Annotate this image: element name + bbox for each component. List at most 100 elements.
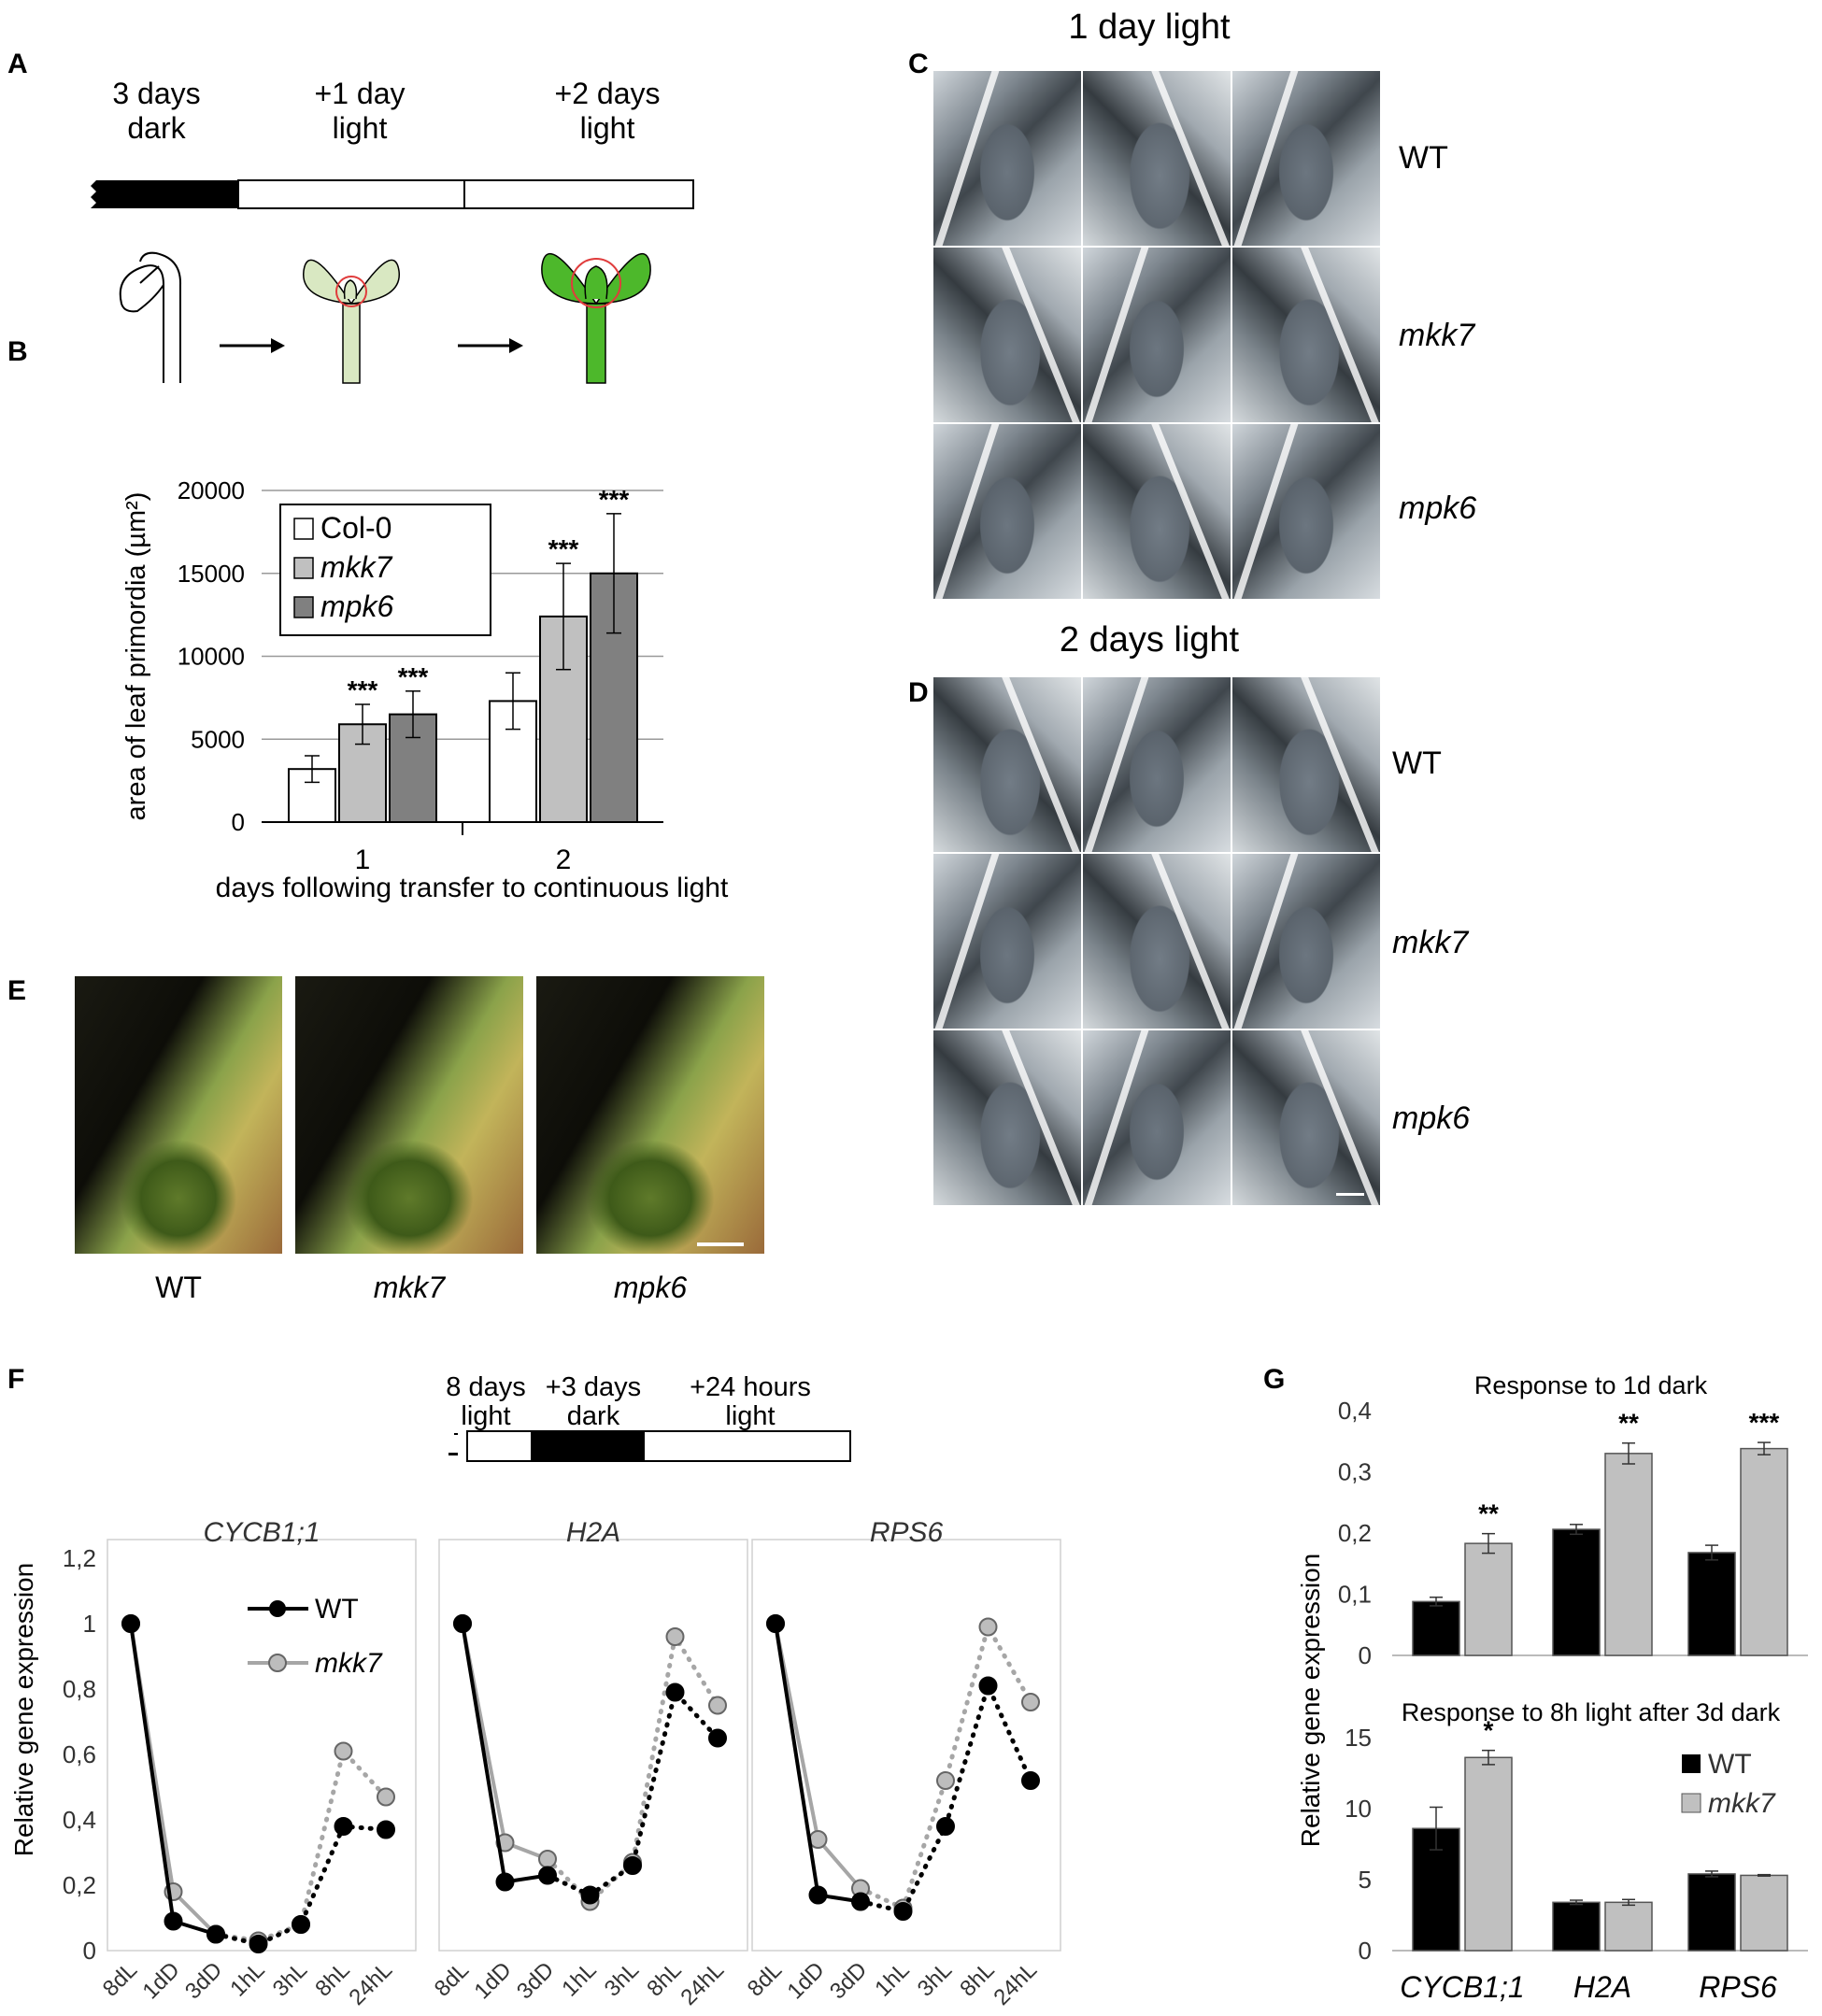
light-period-1 bbox=[237, 179, 465, 209]
y-tick-label: 5000 bbox=[191, 725, 245, 753]
x-tick-label: 24hL bbox=[344, 1957, 397, 2010]
scale-bar-d bbox=[1336, 1193, 1364, 1196]
f-timeline-bar bbox=[448, 1430, 851, 1462]
point-WT-3dD bbox=[206, 1924, 225, 1944]
significance-mark: *** bbox=[548, 534, 579, 563]
legend-swatch-mkk7 bbox=[293, 557, 314, 579]
point-WT-8dL bbox=[766, 1614, 785, 1633]
y-tick-label: 0,2 bbox=[63, 1871, 96, 1899]
micrograph-d-mkk7-3 bbox=[1231, 853, 1381, 1029]
micrograph-c-mkk7-3 bbox=[1231, 247, 1381, 423]
y-axis-title: area of leaf primordia (µm²) bbox=[121, 492, 151, 821]
y-tick-label: 1,2 bbox=[63, 1544, 96, 1572]
category-label: CYCB1;1 bbox=[1400, 1970, 1524, 2004]
plot-frame bbox=[107, 1539, 417, 1952]
legend-box bbox=[279, 504, 491, 636]
line-solid-WT bbox=[774, 1623, 861, 1904]
panel-d-image-grid bbox=[932, 676, 1381, 1209]
y-tick-label: 5 bbox=[1359, 1866, 1372, 1894]
bar-WT-CYCB1;1 bbox=[1412, 1600, 1460, 1656]
photo-e-wt bbox=[75, 976, 282, 1254]
dark-period-bar bbox=[96, 180, 246, 208]
point-mkk7-3hL bbox=[936, 1771, 955, 1790]
micrograph-d-mpk6-3 bbox=[1231, 1029, 1381, 1206]
f-timeline-label-1: 8 days light bbox=[446, 1372, 526, 1431]
x-tick-label: 1hL bbox=[557, 1957, 601, 2001]
micrograph-c-wt-1 bbox=[932, 70, 1082, 247]
y-tick-label: 0,1 bbox=[1338, 1581, 1372, 1609]
y-tick-label: 15000 bbox=[178, 560, 245, 588]
micrograph-d-wt-2 bbox=[1082, 676, 1231, 853]
micrograph-c-wt-3 bbox=[1231, 70, 1381, 247]
panel-d-title: 2 days light bbox=[1059, 620, 1240, 660]
chart-title: H2A bbox=[566, 1517, 620, 1548]
x-tick-label: 24hL bbox=[989, 1957, 1042, 2010]
bar-WT-H2A bbox=[1552, 1528, 1601, 1656]
panel-label-a: A bbox=[7, 49, 28, 79]
row-label-d-mkk7: mkk7 bbox=[1392, 925, 1469, 960]
y-tick-label: 0,2 bbox=[1338, 1519, 1372, 1547]
bar-WT-RPS6 bbox=[1687, 1873, 1736, 1952]
point-WT-3dD bbox=[851, 1892, 870, 1911]
point-WT-3hL bbox=[292, 1915, 310, 1934]
photo-e-label-wt: WT bbox=[155, 1271, 202, 1304]
point-mkk7-3dD bbox=[538, 1850, 557, 1868]
row-label-c-mkk7: mkk7 bbox=[1399, 318, 1475, 353]
y-tick-label: 0 bbox=[232, 808, 245, 836]
micrograph-d-mkk7-1 bbox=[932, 853, 1082, 1029]
y-tick-label: 0 bbox=[83, 1937, 96, 1965]
x-tick-label: 3dD bbox=[512, 1957, 559, 2004]
row-label-d-wt: WT bbox=[1392, 745, 1442, 781]
point-mkk7-24hL bbox=[1021, 1693, 1040, 1711]
y-axis-title: Relative gene expression bbox=[1296, 1554, 1325, 1847]
point-mkk7-8hL bbox=[334, 1741, 353, 1761]
stage-dark-label: 3 days dark bbox=[112, 77, 201, 145]
point-WT-24hL bbox=[1021, 1771, 1040, 1790]
y-tick-label: 0,6 bbox=[63, 1740, 96, 1768]
line-solid-mkk7 bbox=[461, 1623, 548, 1861]
expression-time-course-charts: CYCB1;100,20,40,60,811,28dL1dD3dD1hL3hL8… bbox=[63, 1517, 1061, 2010]
micrograph-c-mpk6-2 bbox=[1082, 423, 1231, 600]
point-mkk7-8hL bbox=[978, 1617, 998, 1637]
legend-swatch-mpk6 bbox=[293, 596, 314, 618]
x-tick-label: 3dD bbox=[180, 1957, 227, 2004]
point-WT-8dL bbox=[453, 1614, 472, 1633]
bar-mkk7-CYCB1;1 bbox=[1464, 1542, 1513, 1656]
significance-mark: ** bbox=[1618, 1409, 1639, 1438]
x-tick-label: 8dL bbox=[98, 1957, 142, 2001]
micrograph-c-mpk6-3 bbox=[1231, 423, 1381, 600]
point-WT-1hL bbox=[580, 1885, 600, 1905]
panel-label-b: B bbox=[7, 336, 28, 367]
light-period-2 bbox=[463, 179, 694, 209]
point-WT-3dD bbox=[538, 1866, 557, 1885]
micrograph-d-wt-1 bbox=[932, 676, 1082, 853]
x-tick-label: 1hL bbox=[225, 1957, 269, 2001]
y-tick-label: 0,8 bbox=[63, 1675, 96, 1703]
panel-label-e: E bbox=[7, 975, 27, 1006]
plot-frame bbox=[438, 1539, 748, 1952]
timeline-schematic-a bbox=[91, 179, 694, 384]
y-tick-label: 0,4 bbox=[63, 1806, 96, 1834]
x-tick-label: 1 bbox=[355, 845, 371, 875]
panel-c-image-grid bbox=[932, 70, 1381, 603]
x-tick-label: 2 bbox=[556, 845, 572, 875]
y-tick-label: 10 bbox=[1345, 1795, 1372, 1823]
row-label-c-wt: WT bbox=[1399, 140, 1448, 176]
legend-swatch-mkk7 bbox=[1681, 1793, 1701, 1813]
x-tick-label: 1hL bbox=[870, 1957, 914, 2001]
micrograph-d-mkk7-2 bbox=[1082, 853, 1231, 1029]
legend-swatch-Col-0 bbox=[293, 518, 314, 540]
panel-c-title: 1 day light bbox=[1068, 7, 1231, 47]
micrograph-d-mpk6-1 bbox=[932, 1029, 1082, 1206]
row-label-c-mpk6: mpk6 bbox=[1399, 490, 1477, 526]
x-tick-label: 3hL bbox=[600, 1957, 644, 2001]
stage-day2-label: +2 days light bbox=[554, 77, 661, 145]
y-tick-label: 15 bbox=[1345, 1724, 1372, 1752]
x-tick-label: 3hL bbox=[268, 1957, 312, 2001]
point-WT-1hL bbox=[249, 1935, 268, 1953]
point-WT-24hL bbox=[708, 1728, 727, 1748]
y-tick-label: 10000 bbox=[178, 643, 245, 671]
point-WT-1dD bbox=[495, 1872, 515, 1892]
line-dotted-WT bbox=[858, 1679, 1033, 1914]
